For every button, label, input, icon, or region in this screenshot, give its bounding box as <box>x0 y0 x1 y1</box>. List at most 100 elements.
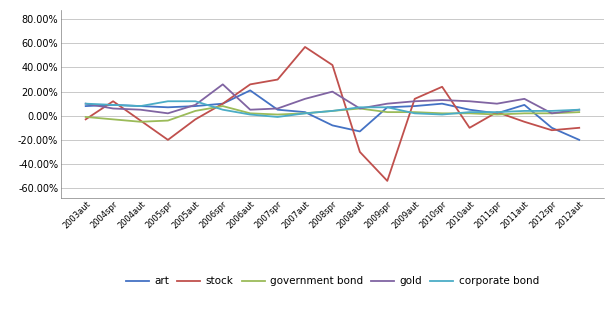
stock <box>137 119 144 122</box>
gold <box>192 103 199 107</box>
stock <box>411 97 418 101</box>
corporate bond <box>246 113 254 116</box>
art <box>246 88 254 92</box>
art <box>274 108 281 112</box>
corporate bond <box>466 110 473 114</box>
corporate bond <box>137 104 144 108</box>
art <box>329 123 336 127</box>
stock <box>466 126 473 130</box>
government bond <box>329 109 336 113</box>
stock <box>521 120 528 124</box>
stock <box>576 126 583 130</box>
stock <box>219 102 226 106</box>
stock <box>109 99 117 103</box>
corporate bond <box>384 105 391 109</box>
gold <box>521 97 528 101</box>
gold <box>466 99 473 103</box>
government bond <box>439 111 446 115</box>
government bond <box>246 111 254 115</box>
government bond <box>356 107 364 110</box>
corporate bond <box>109 103 117 107</box>
government bond <box>219 104 226 108</box>
corporate bond <box>164 99 171 103</box>
gold <box>384 102 391 106</box>
art <box>384 105 391 109</box>
corporate bond <box>192 99 199 103</box>
stock <box>548 128 556 132</box>
gold <box>246 108 254 112</box>
stock <box>164 138 171 142</box>
corporate bond <box>521 109 528 113</box>
corporate bond <box>329 109 336 113</box>
stock <box>356 150 364 154</box>
stock <box>493 110 501 114</box>
art <box>137 104 144 108</box>
corporate bond <box>548 109 556 113</box>
stock <box>384 179 391 183</box>
stock <box>301 45 309 49</box>
art <box>109 103 117 107</box>
Line: gold: gold <box>85 84 580 113</box>
art <box>356 130 364 133</box>
gold <box>411 99 418 103</box>
art <box>576 138 583 142</box>
government bond <box>301 111 309 115</box>
art <box>219 102 226 106</box>
government bond <box>466 111 473 115</box>
government bond <box>384 110 391 114</box>
art <box>192 104 199 108</box>
gold <box>493 102 501 106</box>
art <box>521 103 528 107</box>
corporate bond <box>493 110 501 114</box>
art <box>439 102 446 106</box>
stock <box>82 117 89 121</box>
government bond <box>411 110 418 114</box>
art <box>82 104 89 108</box>
art <box>466 108 473 112</box>
stock <box>192 117 199 121</box>
gold <box>439 98 446 102</box>
gold <box>274 107 281 110</box>
gold <box>301 97 309 101</box>
stock <box>329 63 336 67</box>
government bond <box>521 111 528 115</box>
government bond <box>164 119 171 122</box>
gold <box>164 111 171 115</box>
Line: government bond: government bond <box>85 106 580 122</box>
gold <box>356 107 364 110</box>
Line: stock: stock <box>85 47 580 181</box>
gold <box>219 82 226 86</box>
corporate bond <box>274 115 281 119</box>
government bond <box>137 120 144 124</box>
stock <box>274 78 281 81</box>
gold <box>548 111 556 115</box>
gold <box>137 108 144 112</box>
corporate bond <box>576 108 583 112</box>
government bond <box>576 110 583 114</box>
gold <box>329 90 336 93</box>
art <box>164 105 171 109</box>
corporate bond <box>411 111 418 115</box>
art <box>411 104 418 108</box>
government bond <box>274 113 281 116</box>
corporate bond <box>219 108 226 112</box>
art <box>493 111 501 115</box>
corporate bond <box>82 102 89 106</box>
corporate bond <box>301 111 309 115</box>
art <box>301 110 309 114</box>
government bond <box>548 111 556 115</box>
Line: art: art <box>85 90 580 140</box>
corporate bond <box>356 105 364 109</box>
government bond <box>192 109 199 113</box>
stock <box>439 85 446 89</box>
gold <box>576 108 583 112</box>
government bond <box>493 113 501 116</box>
Line: corporate bond: corporate bond <box>85 101 580 117</box>
gold <box>82 102 89 106</box>
corporate bond <box>439 113 446 116</box>
stock <box>246 82 254 86</box>
gold <box>109 107 117 110</box>
government bond <box>109 117 117 121</box>
art <box>548 126 556 130</box>
government bond <box>82 115 89 119</box>
